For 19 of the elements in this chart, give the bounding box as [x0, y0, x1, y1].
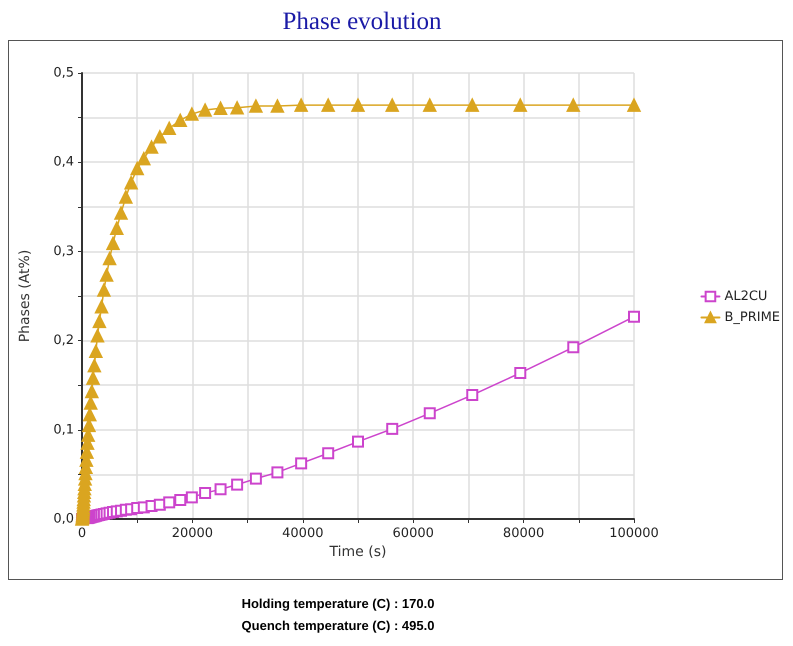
text: Holding temperature (C) : 170.0: [240, 596, 436, 611]
text: Quench temperature (C) : 495.0: [240, 618, 436, 633]
y-tick-label: 0,2: [53, 333, 74, 348]
x-tick-label: 60000: [392, 526, 434, 541]
x-tick-label: 20000: [172, 526, 214, 541]
y-tick-label: 0,3: [53, 244, 74, 259]
x-axis-title: Time (s): [328, 544, 386, 560]
y-axis-title: Phases (At%): [17, 250, 33, 342]
legend-label: AL2CU: [724, 289, 768, 304]
x-tick-label: 0: [78, 526, 86, 541]
y-tick-label: 0,5: [53, 66, 74, 80]
y-tick-label: 0,0: [53, 512, 74, 526]
x-tick-label: 100000: [609, 526, 659, 541]
y-tick-label: 0,4: [53, 154, 74, 170]
x-tick-label: 80000: [502, 526, 544, 541]
y-tick-label: 0,1: [53, 422, 74, 438]
x-tick-label: 40000: [282, 526, 324, 541]
legend-label: B_PRIME: [724, 310, 780, 325]
chart-title: Phase evolution: [282, 8, 442, 35]
